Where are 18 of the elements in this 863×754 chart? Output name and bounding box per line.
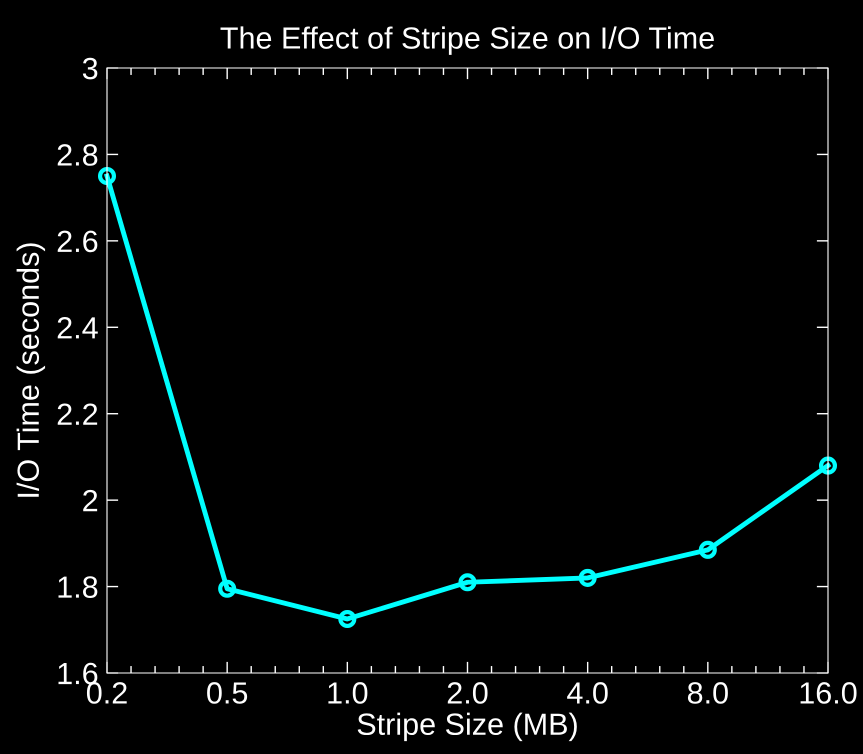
y-tick-label: 2.4 — [58, 317, 98, 338]
x-tick-label: 0.2 — [86, 682, 127, 704]
y-tick-label: 2.6 — [58, 230, 98, 252]
y-tick-label: 2.2 — [58, 403, 98, 425]
x-tick-label: 1.0 — [328, 682, 368, 704]
x-tick-label: 4.0 — [567, 682, 608, 704]
chart-title: The Effect of Stripe Size on I/O Time — [220, 26, 714, 55]
y-tick-label: 2 — [83, 490, 98, 512]
y-tick-label: 1.8 — [58, 576, 98, 598]
y-tick-label: 2.8 — [58, 144, 98, 166]
y-tick-label: 1.6 — [58, 662, 98, 684]
x-axis-title: Stripe Size (MB) — [358, 712, 577, 742]
x-tick-label: 0.5 — [207, 682, 248, 704]
x-tick-label: 2.0 — [448, 682, 488, 704]
y-axis-title: I/O Time (seconds) — [16, 243, 46, 497]
y-tick-label: 3 — [82, 58, 98, 80]
x-tick-label: 8.0 — [688, 682, 728, 704]
x-tick-label: 16.0 — [800, 682, 857, 704]
